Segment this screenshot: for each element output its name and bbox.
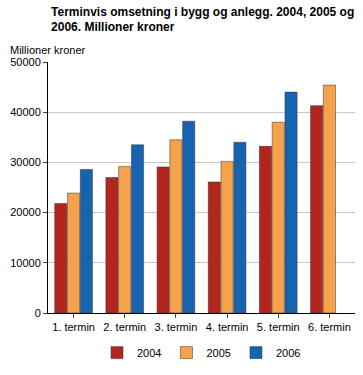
svg-text:Millioner kroner: Millioner kroner [10, 44, 86, 56]
svg-text:2005: 2005 [206, 347, 230, 359]
svg-text:0: 0 [35, 307, 41, 319]
svg-text:30000: 30000 [10, 156, 41, 168]
svg-text:4. termin: 4. termin [206, 321, 249, 333]
svg-text:20000: 20000 [10, 206, 41, 218]
svg-text:10000: 10000 [10, 257, 41, 269]
svg-text:1. termin: 1. termin [52, 321, 95, 333]
svg-text:3. termin: 3. termin [155, 321, 198, 333]
svg-text:2006: 2006 [276, 347, 300, 359]
svg-text:5. termin: 5. termin [257, 321, 300, 333]
svg-text:50000: 50000 [10, 56, 41, 68]
svg-text:2. termin: 2. termin [103, 321, 146, 333]
svg-text:Terminvis omsetning i bygg og: Terminvis omsetning i bygg og anlegg. 20… [51, 5, 354, 35]
svg-text:2004: 2004 [137, 347, 161, 359]
svg-text:40000: 40000 [10, 106, 41, 118]
svg-text:6. termin: 6. termin [308, 321, 351, 333]
